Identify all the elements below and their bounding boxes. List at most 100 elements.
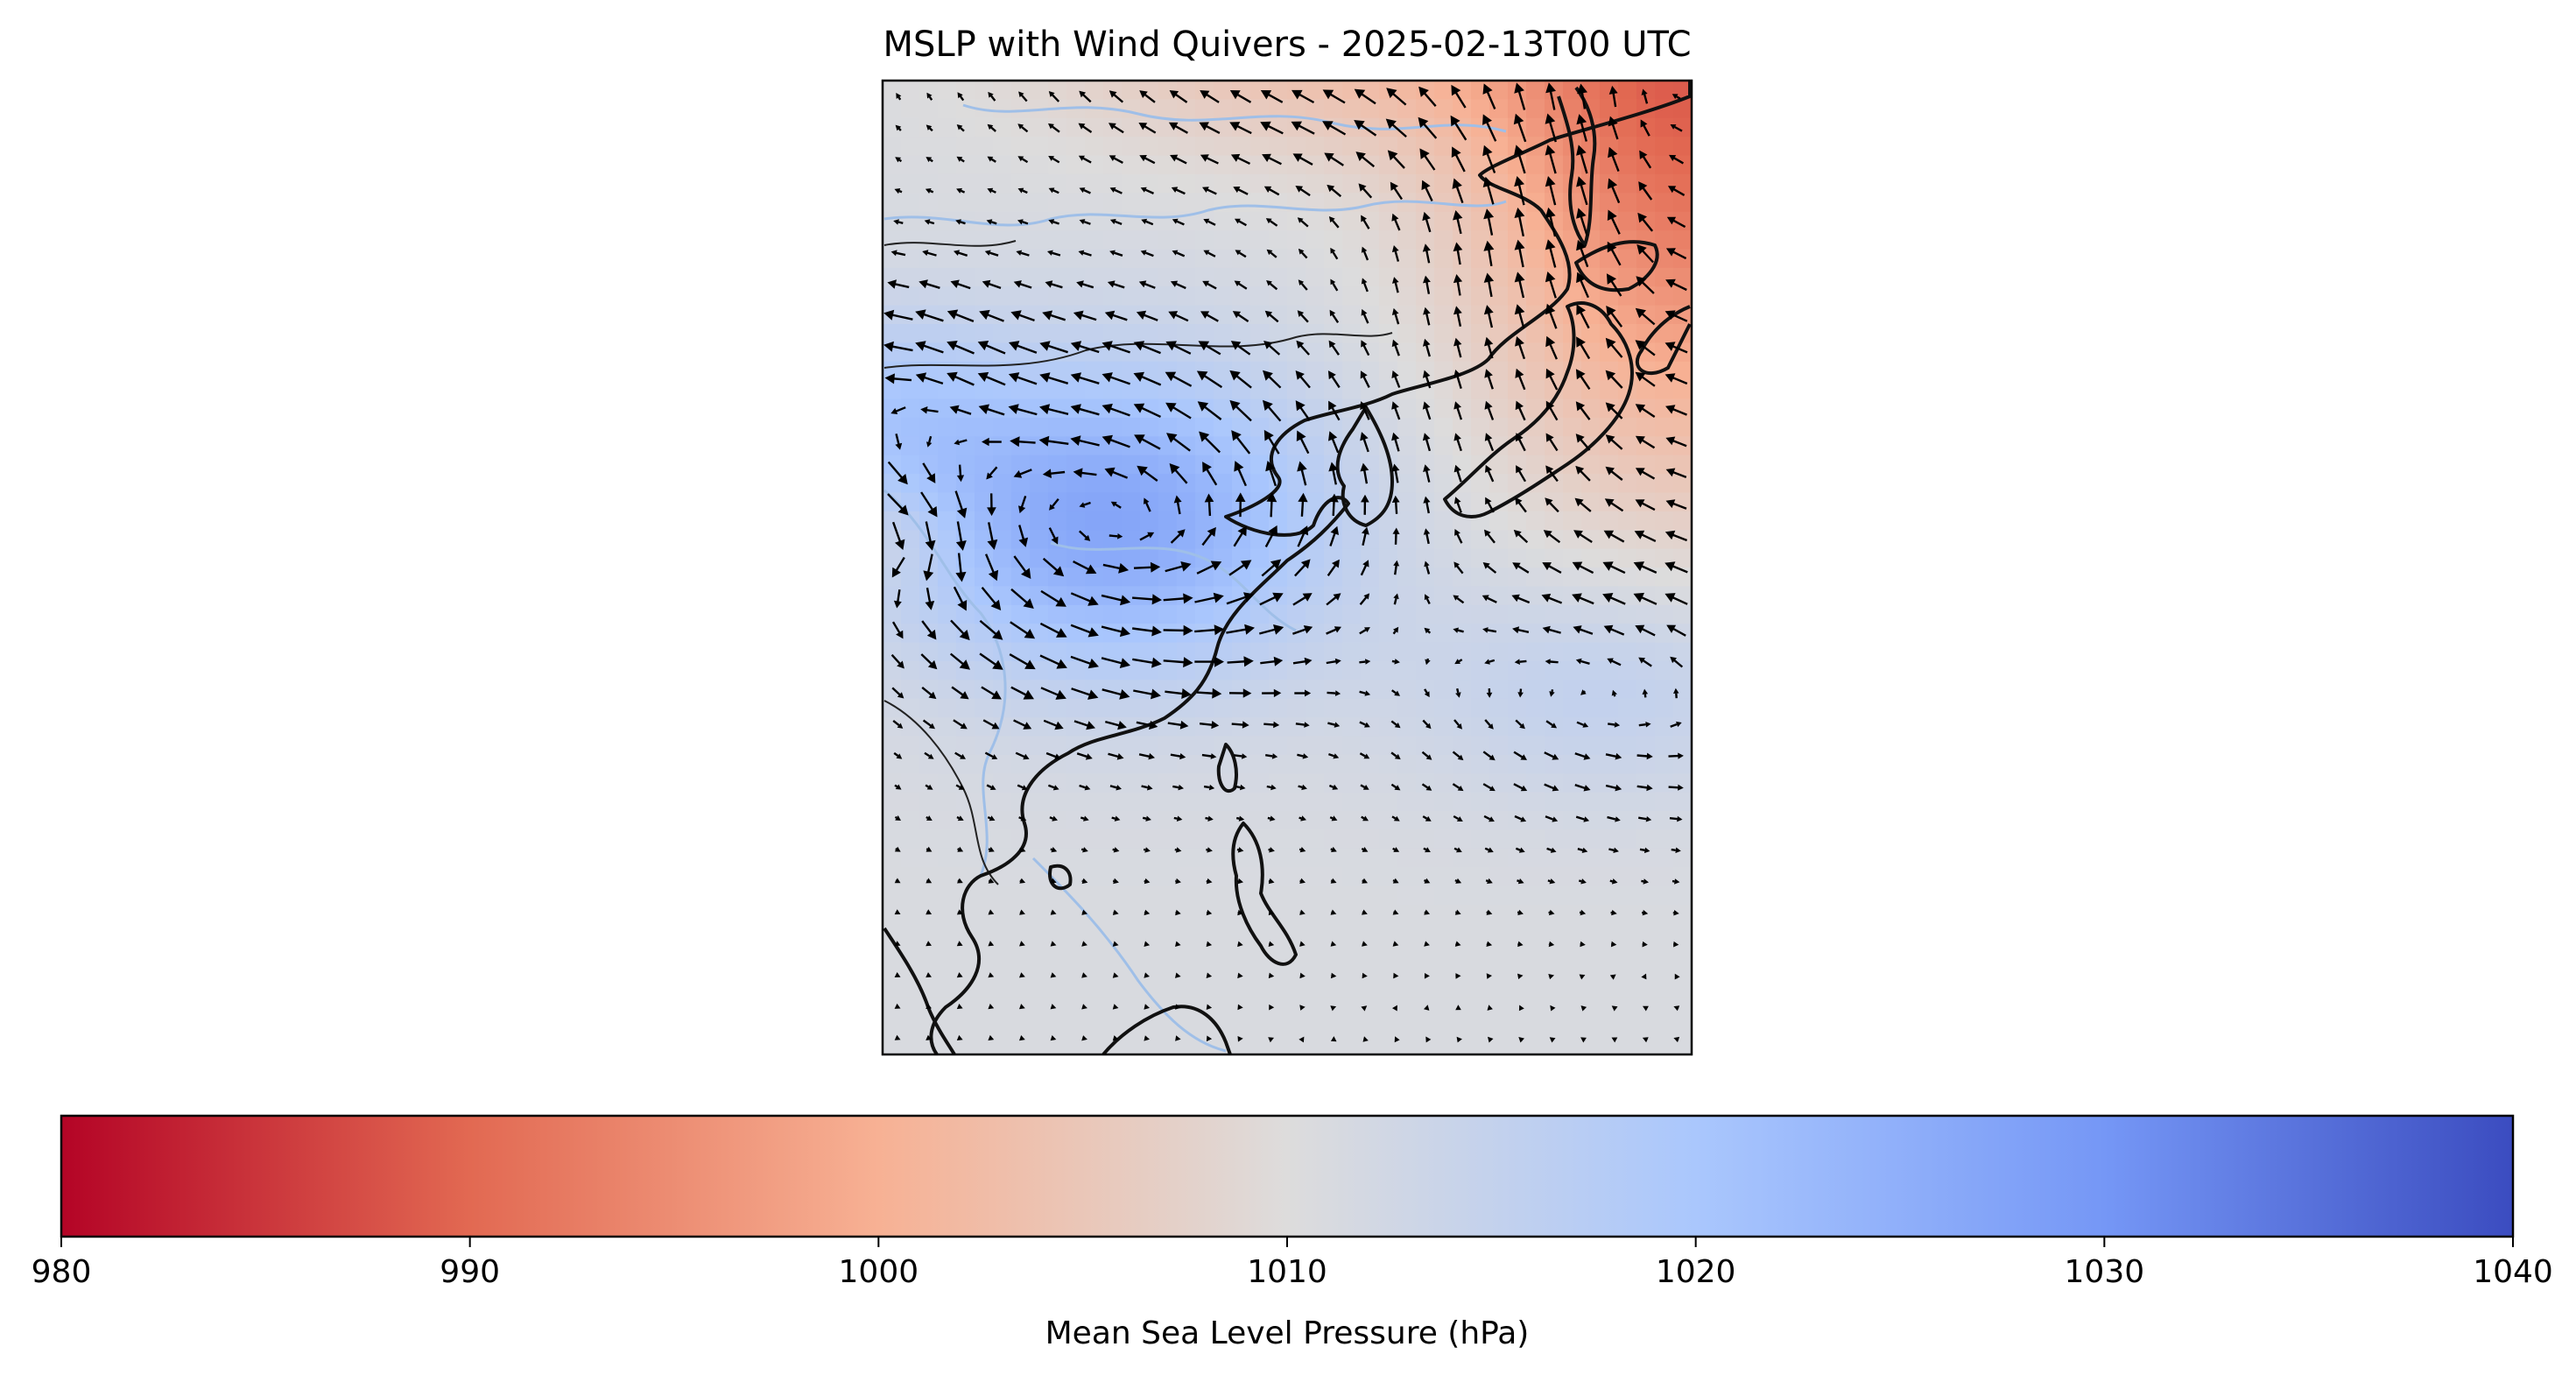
pressure-cell [1158, 604, 1178, 624]
pressure-cell [1103, 417, 1123, 437]
wind-arrow [1039, 372, 1069, 384]
pressure-cell [1397, 904, 1417, 924]
pressure-cell [1618, 81, 1637, 100]
wind-arrow [1101, 594, 1131, 606]
wind-arrow [1391, 432, 1400, 452]
pressure-cell [975, 642, 994, 662]
pressure-cell [1361, 904, 1380, 924]
wind-arrow [1514, 304, 1525, 329]
pressure-cell [1269, 417, 1288, 437]
wind-arrow [956, 972, 963, 978]
pressure-cell [1250, 979, 1270, 999]
pressure-cell [1048, 792, 1067, 812]
pressure-cell [1508, 923, 1527, 943]
wind-arrow [1070, 435, 1100, 447]
wind-arrow [1268, 1037, 1274, 1043]
pressure-cell [1361, 624, 1380, 644]
pressure-cell [938, 568, 957, 587]
pressure-cell [1324, 193, 1343, 213]
pressure-cell [1489, 417, 1509, 437]
pressure-cell [1673, 848, 1692, 868]
pressure-cell [1085, 117, 1104, 138]
pressure-cell [1177, 923, 1196, 943]
pressure-cell [901, 380, 920, 400]
wind-arrow [1234, 461, 1247, 487]
wind-arrow [1047, 250, 1061, 257]
pressure-cell [919, 137, 939, 157]
pressure-cell [1636, 698, 1656, 718]
wind-arrow [979, 619, 1003, 640]
pressure-cell [1397, 660, 1417, 680]
wind-arrow [926, 878, 933, 884]
pressure-cell [1361, 773, 1380, 793]
pressure-cell [1103, 642, 1123, 662]
pressure-cell [1600, 380, 1619, 400]
wind-arrow [1577, 847, 1588, 853]
pressure-cell [883, 548, 902, 568]
wind-arrow [979, 309, 1004, 322]
coastline-philippines [1231, 821, 1298, 966]
wind-arrow [1165, 402, 1192, 420]
pressure-cell [1655, 586, 1674, 606]
pressure-cell [1434, 904, 1453, 924]
pressure-cell [1140, 867, 1159, 887]
pressure-cell [1214, 81, 1233, 100]
wind-arrow [1292, 593, 1313, 606]
pressure-cell [975, 474, 994, 494]
wind-arrow [1259, 592, 1284, 606]
pressure-cell [901, 398, 920, 419]
pressure-cell [1066, 1035, 1086, 1054]
pressure-cell [1085, 342, 1104, 363]
wind-arrow [1170, 154, 1187, 165]
pressure-cell [1526, 624, 1545, 644]
pressure-cell [938, 680, 957, 700]
pressure-cell [1636, 829, 1656, 850]
pressure-cell [993, 1017, 1012, 1037]
pressure-cell [883, 436, 902, 456]
wind-arrow [1635, 340, 1656, 356]
pressure-cell [938, 792, 957, 812]
wind-arrow [1635, 624, 1656, 637]
pressure-cell [1361, 137, 1380, 157]
pressure-cell [1214, 455, 1233, 475]
wind-arrow [1141, 218, 1154, 226]
pressure-cell [938, 923, 957, 943]
pressure-cell [1489, 117, 1509, 138]
pressure-cell [1324, 1035, 1343, 1054]
pressure-cell [1526, 230, 1545, 250]
pressure-cell [1526, 586, 1545, 606]
pressure-cell [1048, 848, 1067, 868]
wind-arrow [1327, 722, 1341, 728]
wind-arrow [1109, 219, 1123, 226]
pressure-cell [1122, 867, 1141, 887]
pressure-cell [1287, 548, 1306, 568]
wind-arrow [1070, 341, 1100, 354]
pressure-cell [1177, 230, 1196, 250]
pressure-cell [1158, 792, 1178, 812]
wind-arrow [1203, 250, 1216, 257]
wind-arrow [1486, 909, 1493, 915]
pressure-cell [1158, 904, 1178, 924]
wind-arrow [1263, 370, 1282, 389]
wind-arrow [1206, 1004, 1213, 1010]
pressure-cell [1103, 511, 1123, 531]
river-line [962, 103, 1507, 133]
wind-arrow [1575, 658, 1590, 665]
pressure-cell [1416, 979, 1435, 999]
pressure-cell [919, 736, 939, 756]
pressure-cell [1545, 698, 1564, 718]
wind-arrow [986, 466, 998, 480]
wind-arrow [1513, 783, 1528, 792]
pressure-cell [1342, 829, 1362, 850]
wind-arrow [1260, 656, 1284, 666]
pressure-cell [1581, 380, 1601, 400]
pressure-cell [1636, 1017, 1656, 1037]
wind-arrow [1226, 592, 1255, 605]
wind-arrow [1393, 560, 1400, 575]
pressure-cell [1618, 173, 1637, 194]
wind-arrow [1576, 145, 1588, 174]
pressure-cell [1581, 811, 1601, 830]
pressure-cell [1103, 193, 1123, 213]
wind-arrow [1132, 625, 1162, 637]
wind-arrow [1013, 555, 1031, 579]
